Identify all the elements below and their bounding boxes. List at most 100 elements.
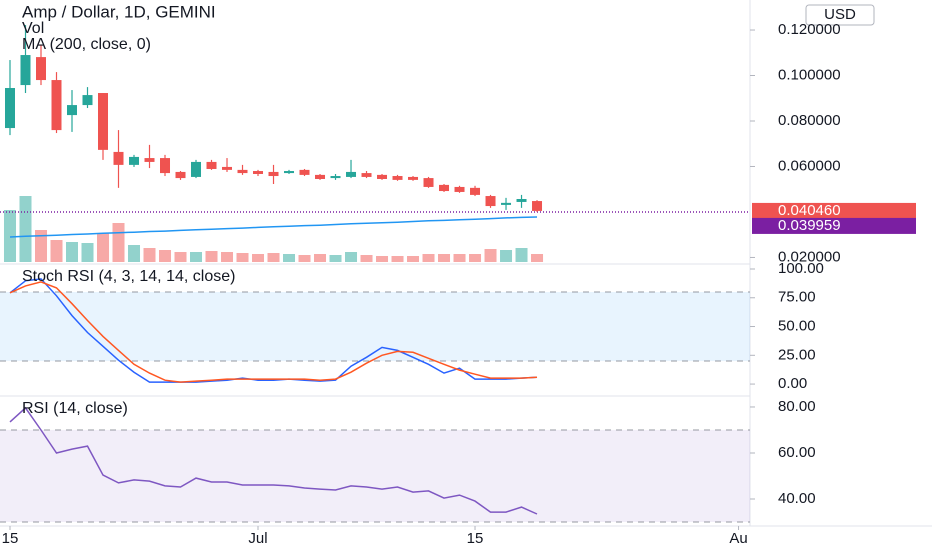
candle-body bbox=[532, 201, 543, 211]
candle-body bbox=[315, 174, 326, 179]
candle-body bbox=[51, 80, 62, 131]
candle-body bbox=[284, 171, 295, 174]
volume-bar bbox=[298, 255, 311, 262]
volume-bar bbox=[500, 250, 513, 262]
volume-bar bbox=[205, 251, 218, 262]
candle-body bbox=[175, 171, 186, 179]
candle-body bbox=[330, 176, 341, 179]
candle-body bbox=[129, 156, 140, 165]
volume-bar bbox=[329, 255, 342, 262]
volume-bar bbox=[438, 254, 451, 262]
candle-body bbox=[377, 174, 388, 179]
ma-legend: MA (200, close, 0) bbox=[22, 36, 151, 53]
candle-body bbox=[82, 95, 93, 106]
indicator-line bbox=[9, 406, 538, 515]
candle-body bbox=[361, 173, 372, 177]
volume-bar bbox=[376, 256, 389, 262]
volume-bar bbox=[112, 223, 125, 262]
volume-bar bbox=[34, 230, 47, 262]
volume-bar bbox=[66, 242, 79, 262]
volume-bar bbox=[407, 256, 420, 262]
candle-body bbox=[299, 169, 310, 175]
candle-body bbox=[439, 184, 450, 192]
candle-body bbox=[408, 176, 419, 180]
x-tick-label: Jul bbox=[248, 530, 267, 547]
volume-bar bbox=[314, 254, 327, 262]
volume-bar bbox=[267, 253, 280, 262]
volume-bar bbox=[159, 250, 172, 262]
indicator-line bbox=[9, 278, 538, 383]
ma-line bbox=[9, 216, 538, 238]
volume-bar bbox=[174, 252, 187, 262]
volume-bar bbox=[190, 252, 203, 262]
volume-bar bbox=[360, 255, 373, 262]
volume-bar bbox=[3, 210, 16, 262]
candle-body bbox=[113, 151, 124, 165]
y-tick-label: 100.00 bbox=[778, 260, 824, 277]
candle-body bbox=[346, 171, 357, 177]
volume-bar bbox=[345, 252, 358, 262]
y-tick-label: 0.060000 bbox=[778, 157, 841, 174]
candle-body bbox=[253, 171, 264, 174]
y-tick-label: 80.00 bbox=[778, 398, 816, 415]
band-fill bbox=[0, 429, 750, 523]
volume-bar bbox=[128, 245, 141, 262]
volume-legend: Vol bbox=[22, 20, 44, 37]
candle-body bbox=[222, 166, 233, 170]
candle-body bbox=[20, 55, 31, 86]
candle-body bbox=[98, 93, 109, 150]
rsi-title: RSI (14, close) bbox=[22, 400, 128, 417]
volume-bar bbox=[515, 248, 528, 262]
candle-body bbox=[392, 176, 403, 180]
candle-body bbox=[67, 105, 78, 116]
candle-body bbox=[470, 187, 481, 195]
candle-body bbox=[485, 196, 496, 207]
candle-body bbox=[454, 186, 465, 192]
volume-bar bbox=[221, 252, 234, 262]
band-fill bbox=[0, 292, 750, 362]
candle-body bbox=[144, 158, 155, 162]
candle-body bbox=[206, 161, 217, 169]
y-tick-label: 0.120000 bbox=[778, 21, 841, 38]
volume-bar bbox=[422, 254, 435, 262]
y-tick-label: 75.00 bbox=[778, 289, 816, 306]
plot-area bbox=[0, 25, 750, 523]
stoch-rsi-title: Stoch RSI (4, 3, 14, 14, close) bbox=[22, 268, 235, 285]
candle-body bbox=[268, 171, 279, 177]
volume-bar bbox=[453, 254, 466, 262]
currency-button[interactable] bbox=[805, 4, 875, 26]
x-tick-label: 15 bbox=[2, 530, 19, 547]
candle-body bbox=[35, 57, 46, 81]
candle-body bbox=[516, 199, 527, 202]
volume-bar bbox=[236, 253, 249, 262]
last-price-box bbox=[752, 202, 916, 219]
x-tick-label: 15 bbox=[467, 530, 484, 547]
chart-title: Amp / Dollar, 1D, GEMINI bbox=[22, 2, 216, 21]
y-tick-label: 50.00 bbox=[778, 317, 816, 334]
volume-bar bbox=[19, 196, 32, 262]
volume-bar bbox=[484, 249, 497, 262]
volume-bar bbox=[531, 254, 544, 262]
last-price-label: 0.040460 bbox=[778, 202, 841, 219]
y-tick-label: 25.00 bbox=[778, 346, 816, 363]
candle-body bbox=[4, 88, 15, 129]
y-tick-label: 0.080000 bbox=[778, 112, 841, 129]
candle-body bbox=[237, 169, 248, 174]
y-tick-label: 0.100000 bbox=[778, 66, 841, 83]
y-tick-label: 0.00 bbox=[778, 375, 807, 392]
y-tick-label: 40.00 bbox=[778, 490, 816, 507]
currency-button-label[interactable]: USD bbox=[824, 6, 856, 23]
volume-bar bbox=[50, 240, 63, 262]
volume-bar bbox=[81, 243, 94, 262]
volume-bar bbox=[469, 254, 482, 262]
y-tick-label: 60.00 bbox=[778, 444, 816, 461]
volume-bar bbox=[283, 254, 296, 262]
volume-bar bbox=[97, 233, 110, 262]
volume-bar bbox=[143, 248, 156, 262]
candle-body bbox=[501, 202, 512, 205]
x-tick-label: Au bbox=[729, 530, 747, 547]
volume-bar bbox=[252, 254, 265, 262]
candle-body bbox=[423, 178, 434, 187]
price-line-box bbox=[752, 217, 916, 234]
